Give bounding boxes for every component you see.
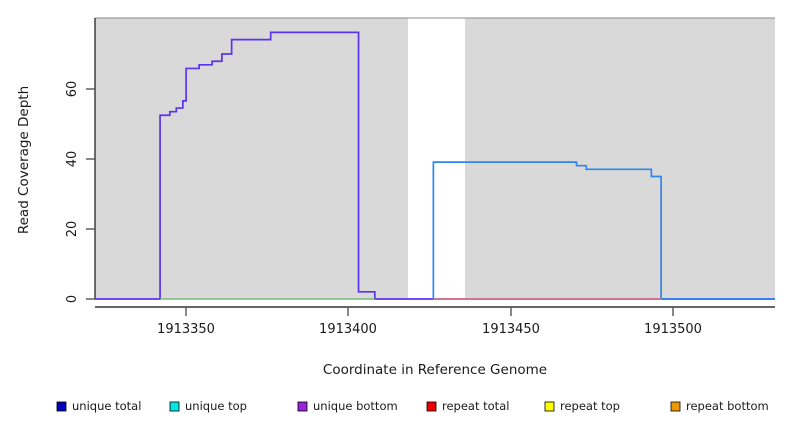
legend-swatch-icon [544,401,555,412]
x-axis: 1913350 1913400 1913450 1913500 Coordina… [95,306,775,378]
series-repeat-bottom-coverage [432,161,775,300]
legend-label: unique bottom [313,399,398,413]
x-tick-label-1913500: 1913500 [644,322,702,337]
shaded-region-unique [95,18,408,299]
y-tick-label-40: 40 [65,151,80,168]
plot-panel [95,17,775,299]
y-tick-label-20: 20 [65,221,80,238]
y-axis-title: Read Coverage Depth [16,86,32,234]
legend-label: repeat total [442,399,509,413]
x-tick-label-1913450: 1913450 [482,322,540,337]
legend-label: unique top [185,399,247,413]
legend-swatch-icon [426,401,437,412]
legend-item-repeat-bottom[interactable]: repeat bottom [670,399,769,413]
x-tick-label-1913350: 1913350 [157,322,215,337]
legend-item-repeat-top[interactable]: repeat top [544,399,620,413]
legend-item-unique-total[interactable]: unique total [56,399,141,413]
legend-swatch-icon [670,401,681,412]
y-tick-label-60: 60 [65,81,80,98]
shaded-region-repeat [465,18,775,299]
chart-legend: unique total unique top unique bottom repea… [56,399,769,413]
x-tick-label-1913400: 1913400 [319,322,377,337]
legend-label: repeat bottom [686,399,769,413]
legend-item-repeat-total[interactable]: repeat total [426,399,509,413]
legend-item-unique-bottom[interactable]: unique bottom [297,399,398,413]
unshaded-gap-region [408,18,465,299]
legend-swatch-icon [56,401,67,412]
series-unique-bottom [95,31,775,300]
legend-label: repeat top [560,399,620,413]
x-axis-title: Coordinate in Reference Genome [323,362,547,378]
legend-item-unique-top[interactable]: unique top [169,399,247,413]
data-series-layer [95,31,775,300]
y-tick-label-0: 0 [65,295,80,303]
legend-swatch-icon [169,401,180,412]
y-axis: 60 40 20 0 Read Coverage Depth [16,18,96,303]
legend-label: unique total [72,399,141,413]
legend-swatch-icon [297,401,308,412]
